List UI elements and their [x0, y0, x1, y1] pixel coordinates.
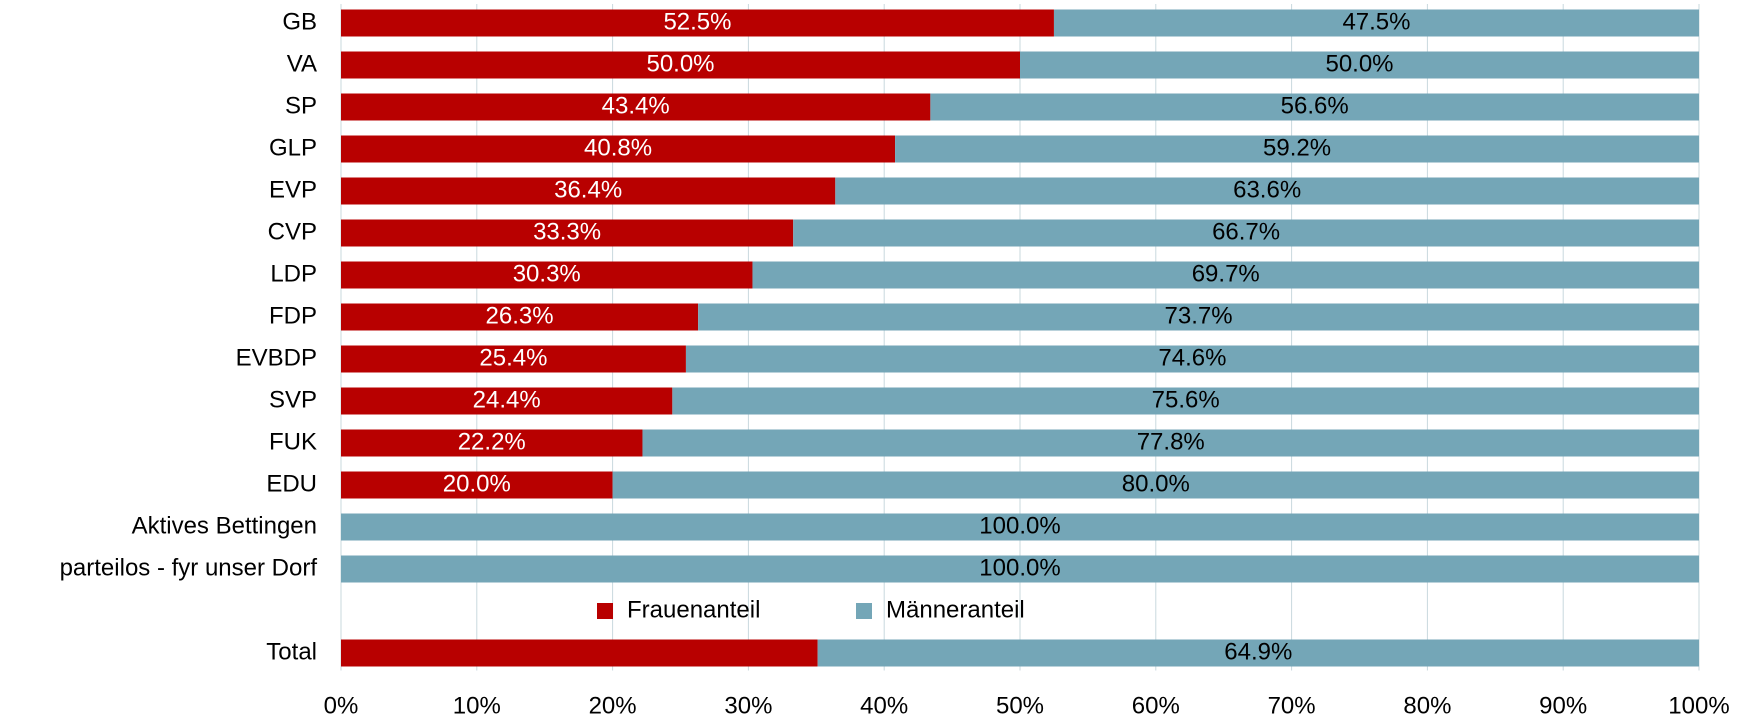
bar-segment: [341, 345, 686, 373]
x-tick-label: 0%: [324, 692, 359, 719]
data-label: 75.6%: [1152, 386, 1220, 413]
data-label: 73.7%: [1165, 302, 1233, 329]
bar-segment: [612, 471, 1699, 499]
bar-segment: [341, 387, 673, 415]
y-tick-label: GB: [282, 8, 317, 35]
data-label: 100.0%: [979, 554, 1060, 581]
bar-segment: [793, 219, 1699, 247]
bar-segment: [341, 639, 818, 667]
data-label: 69.7%: [1192, 260, 1260, 287]
data-label: 50.0%: [1325, 50, 1393, 77]
data-label: 26.3%: [486, 302, 554, 329]
data-label: 24.4%: [473, 386, 541, 413]
bar-segment: [752, 261, 1699, 289]
bar-segment: [341, 429, 643, 457]
y-tick-label: Total: [266, 638, 317, 665]
bar-segment: [672, 387, 1699, 415]
x-tick-label: 40%: [860, 692, 908, 719]
data-label: 25.4%: [479, 344, 547, 371]
data-label: 50.0%: [646, 50, 714, 77]
bar-segment: [817, 639, 1699, 667]
bar-segment: [1053, 9, 1699, 37]
x-tick-label: 100%: [1668, 692, 1729, 719]
y-tick-label: CVP: [268, 218, 317, 245]
data-label: 77.8%: [1137, 428, 1205, 455]
bar-segment: [835, 177, 1699, 205]
bar-segment: [698, 303, 1699, 331]
data-label: 74.6%: [1158, 344, 1226, 371]
data-label: 66.7%: [1212, 218, 1280, 245]
data-label: 63.6%: [1233, 176, 1301, 203]
y-tick-label: Aktives Bettingen: [132, 512, 317, 539]
x-tick-label: 30%: [724, 692, 772, 719]
data-label: 40.8%: [584, 134, 652, 161]
data-label: 59.2%: [1263, 134, 1331, 161]
bar-segment: [341, 9, 1054, 37]
data-label: 43.4%: [602, 92, 670, 119]
data-label: 56.6%: [1281, 92, 1349, 119]
y-tick-label: EVP: [269, 176, 317, 203]
data-label: 36.4%: [554, 176, 622, 203]
x-tick-label: 20%: [589, 692, 637, 719]
bar-segment: [895, 135, 1699, 163]
bar-segment: [341, 471, 613, 499]
y-tick-label: GLP: [269, 134, 317, 161]
data-label: 20.0%: [443, 470, 511, 497]
data-label: 64.9%: [1224, 638, 1292, 665]
bar-segment: [341, 513, 1699, 541]
y-tick-label: EDU: [266, 470, 317, 497]
x-tick-label: 60%: [1132, 692, 1180, 719]
data-label: 52.5%: [663, 8, 731, 35]
bar-segment: [341, 135, 896, 163]
legend-label: Männeranteil: [886, 596, 1025, 623]
bar-segment: [930, 93, 1699, 121]
data-label: 33.3%: [533, 218, 601, 245]
bar-segment: [341, 93, 931, 121]
y-tick-label: LDP: [270, 260, 317, 287]
x-tick-label: 50%: [996, 692, 1044, 719]
bar-segment: [341, 555, 1699, 583]
legend-swatch: [856, 603, 872, 619]
y-tick-label: SVP: [269, 386, 317, 413]
data-label: 100.0%: [979, 512, 1060, 539]
bar-segment: [685, 345, 1699, 373]
data-label: 80.0%: [1122, 470, 1190, 497]
legend-swatch: [597, 603, 613, 619]
y-tick-label: SP: [285, 92, 317, 119]
y-tick-label: parteilos - fyr unser Dorf: [60, 554, 318, 581]
y-tick-label: EVBDP: [236, 344, 317, 371]
bar-segment: [341, 51, 1020, 79]
data-label: 30.3%: [513, 260, 581, 287]
x-tick-label: 90%: [1539, 692, 1587, 719]
x-tick-label: 80%: [1403, 692, 1451, 719]
y-tick-label: FDP: [269, 302, 317, 329]
y-tick-label: VA: [287, 50, 317, 77]
y-tick-label: FUK: [269, 428, 317, 455]
bar-segment: [341, 219, 794, 247]
data-label: 47.5%: [1342, 8, 1410, 35]
data-label: 22.2%: [458, 428, 526, 455]
bar-segment: [341, 303, 699, 331]
legend-label: Frauenanteil: [627, 596, 760, 623]
bar-segment: [341, 177, 836, 205]
bar-segment: [341, 261, 753, 289]
x-tick-label: 10%: [453, 692, 501, 719]
bar-segment: [1020, 51, 1699, 79]
x-tick-label: 70%: [1268, 692, 1316, 719]
bar-segment: [642, 429, 1699, 457]
